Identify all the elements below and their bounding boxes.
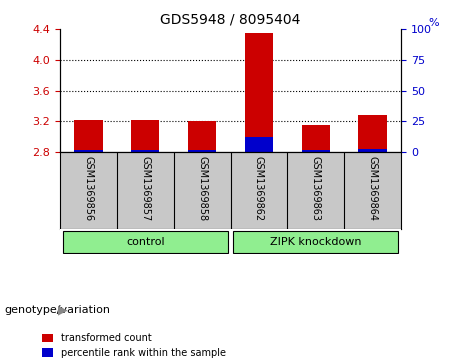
Bar — [74, 120, 102, 152]
Text: genotype/variation: genotype/variation — [5, 305, 111, 315]
Text: control: control — [126, 237, 165, 247]
Text: GSM1369862: GSM1369862 — [254, 156, 264, 221]
Legend: transformed count, percentile rank within the sample: transformed count, percentile rank withi… — [42, 333, 226, 358]
Text: GSM1369863: GSM1369863 — [311, 156, 321, 221]
Title: GDS5948 / 8095404: GDS5948 / 8095404 — [160, 12, 301, 26]
Bar — [245, 33, 273, 152]
Bar — [188, 150, 216, 152]
Bar — [131, 120, 160, 152]
Bar — [131, 150, 160, 152]
Text: %: % — [428, 18, 439, 28]
Bar — [358, 149, 387, 152]
Bar — [358, 115, 387, 152]
Bar — [301, 125, 330, 152]
Bar — [301, 150, 330, 152]
Text: GSM1369857: GSM1369857 — [140, 156, 150, 221]
Text: ▶: ▶ — [58, 304, 67, 317]
Text: GSM1369856: GSM1369856 — [83, 156, 94, 221]
FancyBboxPatch shape — [63, 231, 228, 253]
Bar — [74, 150, 102, 152]
Bar — [188, 121, 216, 152]
Bar — [245, 137, 273, 152]
Text: ZIPK knockdown: ZIPK knockdown — [270, 237, 361, 247]
FancyBboxPatch shape — [233, 231, 398, 253]
Text: GSM1369864: GSM1369864 — [367, 156, 378, 221]
Text: GSM1369858: GSM1369858 — [197, 156, 207, 221]
